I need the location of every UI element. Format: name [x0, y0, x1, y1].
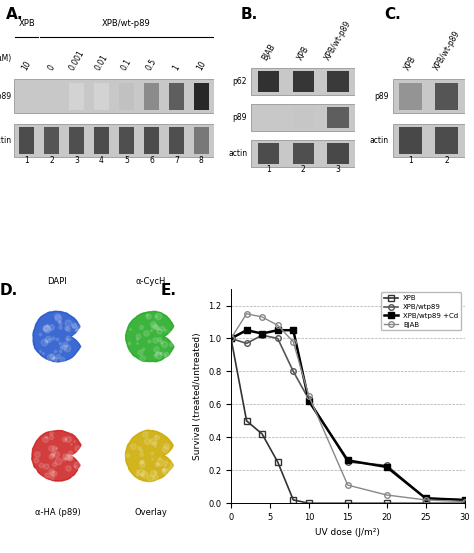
Text: 7: 7 [174, 156, 179, 165]
Bar [251, 140, 355, 168]
Text: C.: C. [384, 7, 401, 22]
Text: XPB: XPB [18, 19, 35, 28]
Text: actin: actin [228, 149, 247, 158]
Bar [400, 127, 422, 154]
Text: 0.1: 0.1 [119, 57, 133, 72]
Polygon shape [126, 311, 174, 362]
Bar [69, 127, 84, 154]
Bar [327, 71, 348, 92]
Text: 0.01: 0.01 [93, 53, 109, 72]
Bar [392, 80, 465, 113]
Text: 1: 1 [24, 156, 29, 165]
Bar [14, 124, 214, 158]
Text: Overlay: Overlay [134, 508, 167, 517]
Text: 10: 10 [20, 59, 33, 72]
Bar [251, 104, 355, 131]
Bar [251, 68, 355, 95]
Bar [144, 83, 159, 109]
Bar [436, 83, 458, 109]
Bar [14, 80, 214, 113]
Bar [400, 83, 422, 109]
Text: 1: 1 [171, 63, 182, 72]
Text: α-CycH: α-CycH [136, 276, 166, 286]
Bar [193, 127, 209, 154]
Bar [19, 127, 35, 154]
Text: α-HA (p89): α-HA (p89) [35, 508, 80, 517]
Bar [258, 143, 279, 164]
Text: BJAB: BJAB [260, 42, 277, 62]
Text: p89: p89 [374, 92, 388, 101]
Text: 3: 3 [74, 156, 79, 165]
Text: 8: 8 [199, 156, 204, 165]
Bar [327, 143, 348, 164]
Polygon shape [32, 430, 81, 481]
Text: D.: D. [0, 283, 18, 298]
Text: 1: 1 [266, 165, 271, 174]
Bar [119, 83, 134, 109]
Polygon shape [33, 311, 81, 362]
Bar [292, 71, 314, 92]
Bar [169, 83, 184, 109]
Text: p62: p62 [233, 77, 247, 86]
Legend: XPB, XPB/wtp89, XPB/wtp89 +Cd, BJAB: XPB, XPB/wtp89, XPB/wtp89 +Cd, BJAB [381, 293, 461, 330]
Text: Cd²⁺ (μM): Cd²⁺ (μM) [0, 54, 11, 63]
Text: p89: p89 [233, 113, 247, 122]
Bar [144, 127, 159, 154]
Text: XPB/wt-p89: XPB/wt-p89 [102, 19, 151, 28]
Text: XPB/wt-p89: XPB/wt-p89 [323, 19, 353, 62]
Bar [94, 127, 109, 154]
Text: A.: A. [6, 7, 24, 22]
Bar [169, 127, 184, 154]
Text: 1: 1 [408, 156, 413, 165]
Text: 6: 6 [149, 156, 154, 165]
Bar [94, 83, 109, 109]
Bar [258, 71, 279, 92]
Bar [292, 107, 314, 128]
Text: XPB: XPB [403, 54, 418, 72]
Text: 3: 3 [336, 165, 340, 174]
Bar [327, 107, 348, 128]
Bar [193, 83, 209, 109]
Text: 2: 2 [444, 156, 449, 165]
Text: 4: 4 [99, 156, 104, 165]
Y-axis label: Survival (treated/untreated): Survival (treated/untreated) [193, 332, 202, 460]
Text: XPB/wt-p89: XPB/wt-p89 [432, 29, 462, 72]
Polygon shape [126, 430, 173, 482]
Text: E.: E. [161, 283, 177, 298]
Text: 0.5: 0.5 [145, 57, 158, 72]
Bar [436, 127, 458, 154]
Text: XPB: XPB [296, 44, 311, 62]
Bar [119, 127, 134, 154]
Text: DAPI: DAPI [47, 276, 67, 286]
Text: 10: 10 [195, 59, 208, 72]
Bar [69, 83, 84, 109]
Bar [44, 127, 59, 154]
Text: 0: 0 [46, 63, 57, 72]
Text: HA-p89: HA-p89 [0, 92, 11, 101]
Text: actin: actin [0, 136, 11, 145]
Text: 0.001: 0.001 [67, 49, 86, 72]
Bar [292, 143, 314, 164]
Text: actin: actin [369, 136, 388, 145]
X-axis label: UV dose (J/m²): UV dose (J/m²) [315, 528, 380, 536]
Text: 2: 2 [301, 165, 306, 174]
Bar [392, 124, 465, 158]
Text: 5: 5 [124, 156, 129, 165]
Text: 2: 2 [49, 156, 54, 165]
Text: B.: B. [241, 7, 258, 22]
